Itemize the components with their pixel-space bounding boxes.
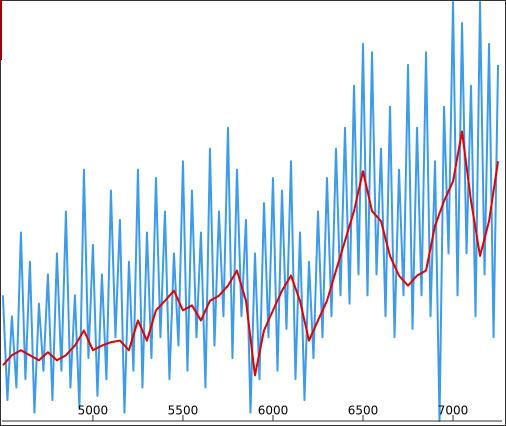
x-tick-label: 6500 — [348, 404, 379, 418]
x-tick-label: 7000 — [438, 404, 469, 418]
series-line — [2, 130, 500, 377]
series-line — [1, 1, 500, 422]
x-tick-label: 5000 — [78, 404, 109, 418]
x-tick-label: 5500 — [168, 404, 199, 418]
x-tick-label: 6000 — [258, 404, 289, 418]
